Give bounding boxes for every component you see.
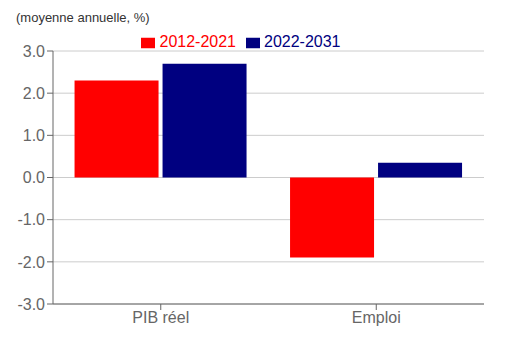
html-text:(moyenne annuelle, %): (moyenne annuelle, %) — [16, 10, 150, 25]
svg-text:1.0: 1.0 — [23, 127, 45, 144]
svg-text:-2.0: -2.0 — [17, 254, 45, 271]
svg-text:2.0: 2.0 — [23, 85, 45, 102]
svg-text:Emploi: Emploi — [352, 309, 401, 326]
svg-text:0.0: 0.0 — [23, 169, 45, 186]
svg-text:-1.0: -1.0 — [17, 211, 45, 228]
svg-text:3.0: 3.0 — [23, 43, 45, 60]
svg-text:-3.0: -3.0 — [17, 296, 45, 313]
html-text:2022-2031: 2022-2031 — [264, 33, 341, 50]
svg-text:PIB réel: PIB réel — [132, 309, 189, 326]
html-text:2012-2021: 2012-2021 — [159, 33, 236, 50]
